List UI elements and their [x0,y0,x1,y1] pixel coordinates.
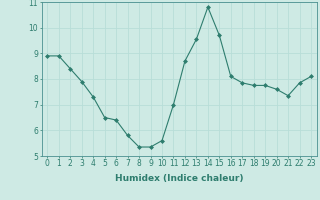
X-axis label: Humidex (Indice chaleur): Humidex (Indice chaleur) [115,174,244,183]
